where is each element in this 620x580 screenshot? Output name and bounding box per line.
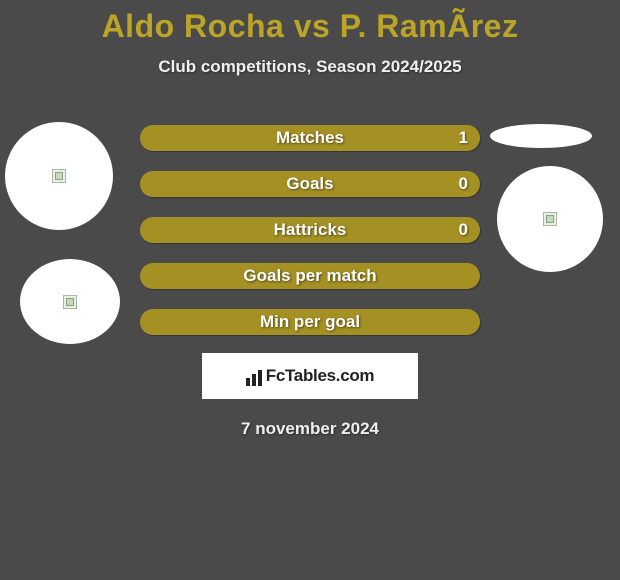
subtitle: Club competitions, Season 2024/2025 bbox=[0, 57, 620, 77]
stat-bars: Matches 1 Goals 0 Hattricks 0 Goals per … bbox=[140, 125, 480, 335]
attribution-text: FcTables.com bbox=[266, 366, 375, 386]
attribution: FcTables.com bbox=[202, 353, 418, 399]
bar-label: Hattricks bbox=[274, 220, 347, 240]
bar-label: Goals per match bbox=[243, 266, 376, 286]
left-circle-top bbox=[5, 122, 113, 230]
placeholder-image-icon bbox=[543, 212, 557, 226]
fctables-logo-icon bbox=[246, 366, 262, 386]
right-ellipse-thin bbox=[490, 124, 592, 148]
right-circle bbox=[497, 166, 603, 272]
bar-value: 0 bbox=[459, 174, 468, 194]
bar-min-per-goal: Min per goal bbox=[140, 309, 480, 335]
placeholder-image-icon bbox=[63, 295, 77, 309]
bar-matches: Matches 1 bbox=[140, 125, 480, 151]
bar-goals-per-match: Goals per match bbox=[140, 263, 480, 289]
placeholder-image-icon bbox=[52, 169, 66, 183]
bar-label: Min per goal bbox=[260, 312, 360, 332]
page-title: Aldo Rocha vs P. RamÃ­rez bbox=[0, 0, 620, 45]
left-circle-bottom bbox=[20, 259, 120, 344]
bar-value: 0 bbox=[459, 220, 468, 240]
bar-goals: Goals 0 bbox=[140, 171, 480, 197]
date: 7 november 2024 bbox=[0, 419, 620, 439]
bar-value: 1 bbox=[459, 128, 468, 148]
bar-hattricks: Hattricks 0 bbox=[140, 217, 480, 243]
bar-label: Goals bbox=[286, 174, 333, 194]
bar-label: Matches bbox=[276, 128, 344, 148]
